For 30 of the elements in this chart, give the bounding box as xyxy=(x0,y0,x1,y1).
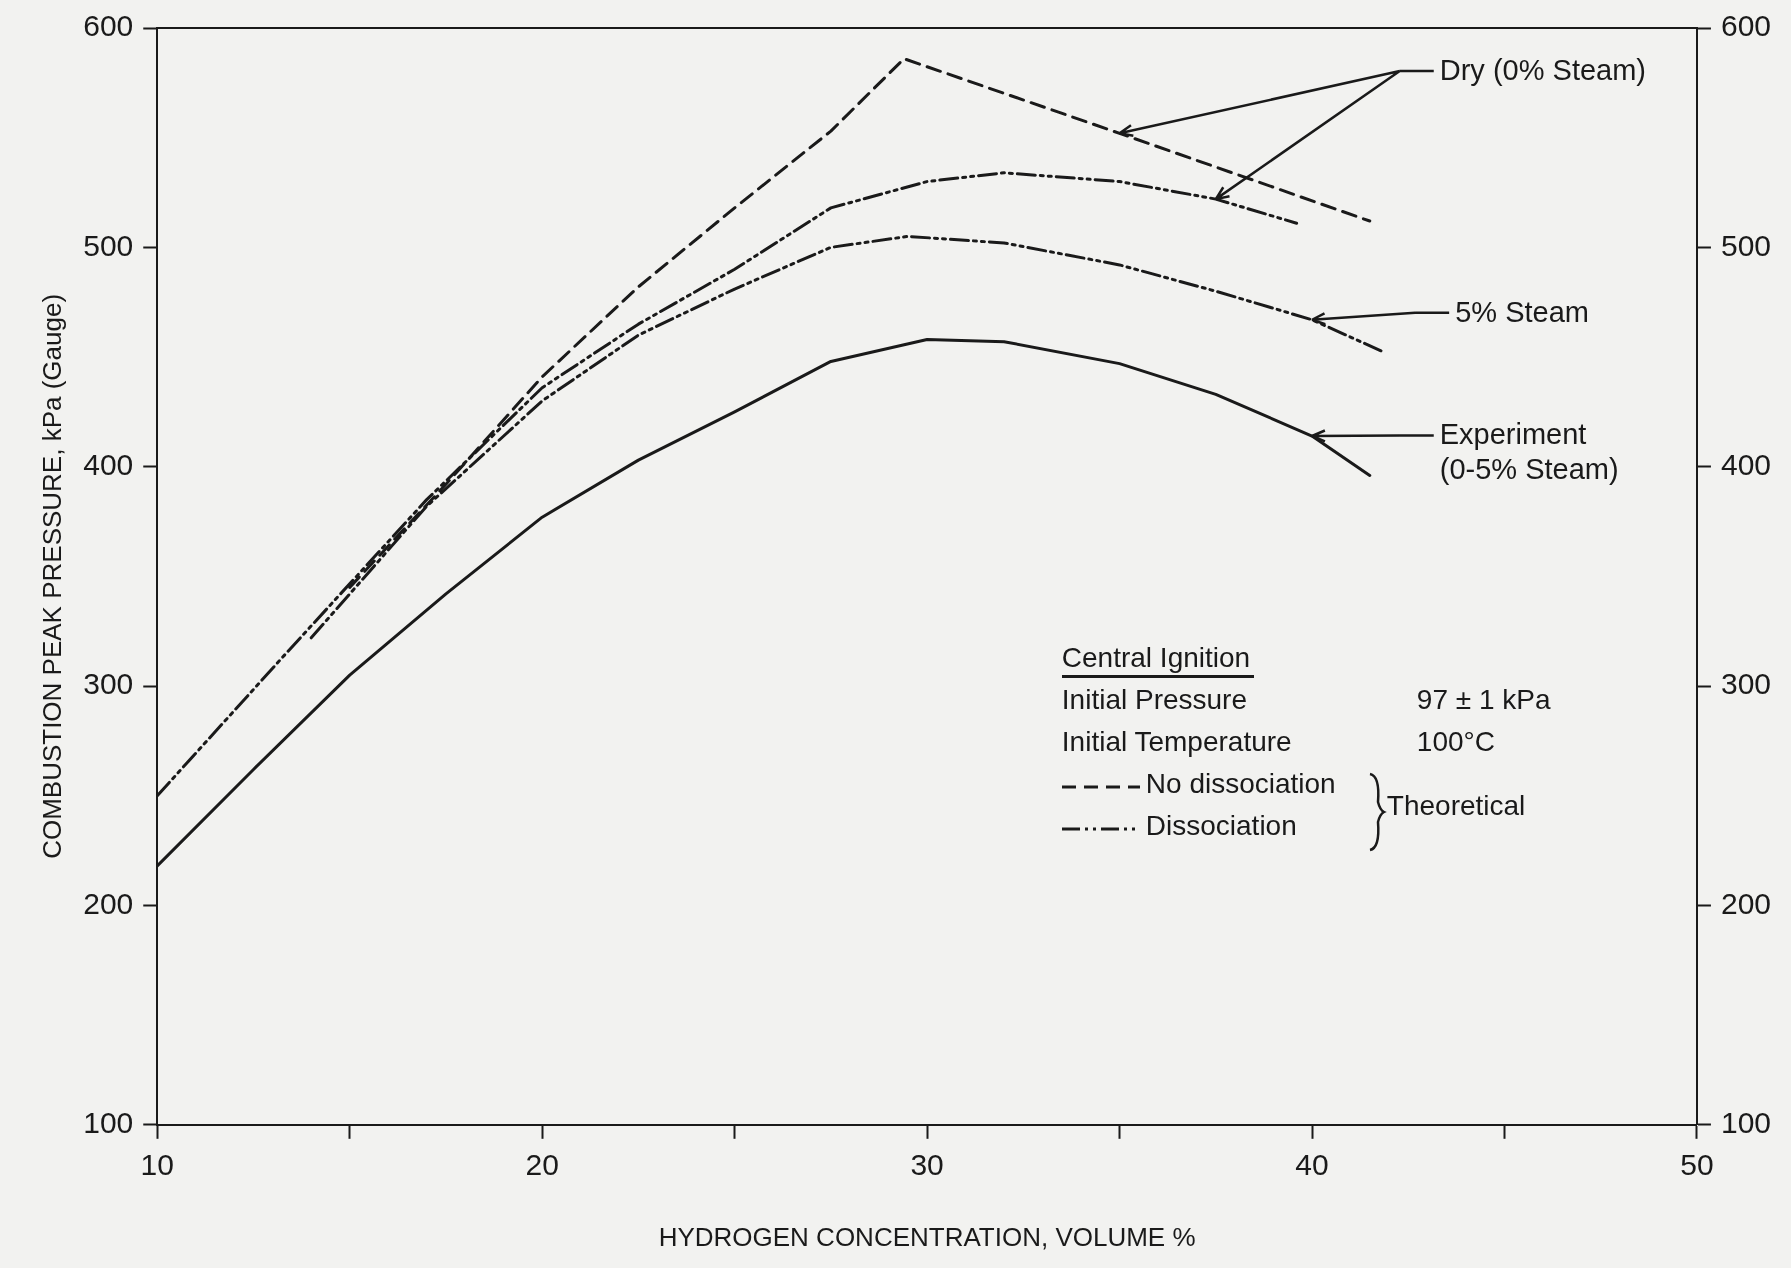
y2-tick-label: 500 xyxy=(1720,228,1772,262)
y2-tick-label: 200 xyxy=(1720,886,1772,920)
y-axis-title: COMBUSTION PEAK PRESSURE, kPa (Gauge) xyxy=(36,293,67,859)
x-tick-label: 30 xyxy=(910,1148,944,1182)
y-tick-label: 100 xyxy=(83,1106,134,1140)
y2-tick-label: 300 xyxy=(1720,667,1772,701)
y-tick-label: 600 xyxy=(83,9,134,43)
annotation: 100°C xyxy=(1416,726,1495,759)
x-axis-title: HYDROGEN CONCENTRATION, VOLUME % xyxy=(658,1221,1196,1252)
annotation: 5% Steam xyxy=(1455,294,1589,330)
annotation: Dry (0% Steam) xyxy=(1439,53,1647,88)
y2-tick-label: 400 xyxy=(1720,447,1772,481)
x-tick-label: 50 xyxy=(1680,1148,1714,1182)
annotation: 97 ± 1 kPa xyxy=(1416,684,1551,717)
y-tick-label: 500 xyxy=(83,228,134,262)
annotation: Experiment (0-5% Steam) xyxy=(1439,417,1619,488)
y-tick-label: 400 xyxy=(83,447,134,481)
x-tick-label: 10 xyxy=(140,1148,174,1182)
annotation: Theoretical xyxy=(1386,790,1526,823)
y-tick-label: 200 xyxy=(83,886,134,920)
y-tick-label: 300 xyxy=(83,667,134,701)
y2-tick-label: 600 xyxy=(1720,9,1772,43)
annotation: Initial Temperature xyxy=(1061,726,1292,758)
annotation: Central Ignition xyxy=(1061,642,1255,679)
annotation: Dissociation xyxy=(1144,810,1297,842)
y2-tick-label: 100 xyxy=(1720,1106,1772,1140)
annotation: Initial Pressure xyxy=(1061,684,1247,716)
x-tick-label: 40 xyxy=(1295,1148,1329,1182)
annotation: No dissociation xyxy=(1144,768,1336,800)
x-tick-label: 20 xyxy=(525,1148,559,1182)
